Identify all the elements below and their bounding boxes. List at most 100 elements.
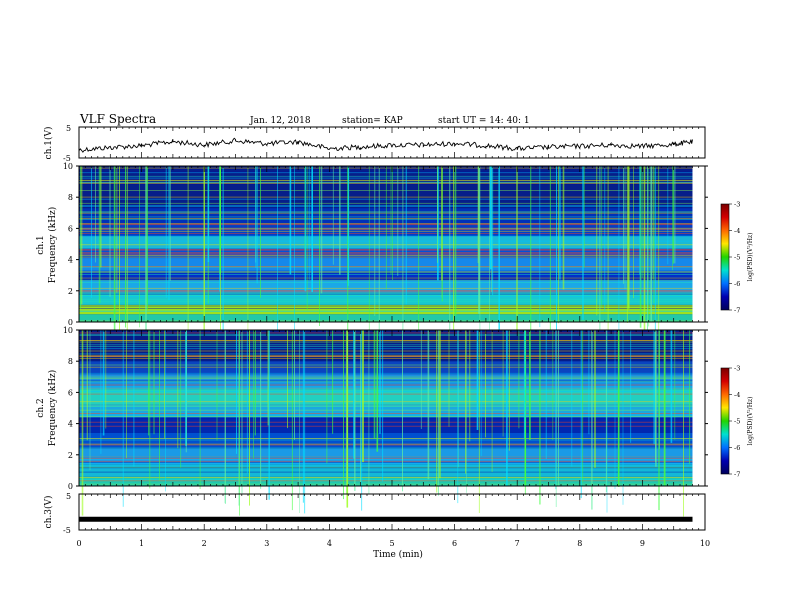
spectrogram-striation <box>79 458 693 460</box>
spectrogram-striation <box>79 457 693 459</box>
spectrogram-streak <box>562 166 565 290</box>
spectrogram-striation <box>79 219 693 220</box>
spectrogram-striation <box>79 278 693 280</box>
spectrogram-streak <box>368 166 370 334</box>
spectrogram-striation <box>79 202 693 204</box>
spectrogram-streak <box>556 166 557 342</box>
ch3-voltage-ytick-top: 5 <box>66 492 71 501</box>
spectrogram-streak <box>253 330 254 459</box>
spectrogram-striation <box>79 333 693 335</box>
spectrogram-streak <box>222 166 224 333</box>
spectrogram-streak <box>326 330 328 464</box>
spectrogram-striation <box>79 300 693 302</box>
spectrogram-streak <box>332 166 334 265</box>
spectrogram-striation <box>79 308 693 309</box>
spectrogram-streak <box>291 330 293 511</box>
spectrogram-streak <box>490 166 492 270</box>
frequency-tick-label: 2 <box>68 451 73 460</box>
spectrogram-striation <box>79 358 693 359</box>
spectrogram-band <box>79 223 693 237</box>
spectrogram-streak <box>558 166 559 324</box>
spectrogram-streak <box>571 330 573 467</box>
spectrogram-streak <box>623 166 624 284</box>
colorbar-tick-label: -7 <box>734 471 740 479</box>
spectrogram-streak <box>320 166 323 294</box>
spectrogram-streak <box>453 166 455 346</box>
spectrogram-streak <box>670 330 673 443</box>
spectrogram-striation <box>79 378 693 379</box>
spectrogram-striation <box>79 279 693 281</box>
spectrogram-streak <box>100 166 102 268</box>
spectrogram-streak <box>674 330 676 440</box>
spectrogram-streak <box>239 330 240 516</box>
spectrogram-striation <box>79 421 693 423</box>
frequency-tick-label: 10 <box>63 326 73 335</box>
spectrogram-streak <box>594 330 596 468</box>
spectrogram-striation <box>79 335 693 336</box>
spectrogram-striation <box>79 218 693 219</box>
spectrogram-streak <box>224 330 226 504</box>
spectrogram-streak <box>219 166 221 274</box>
spectrogram-streak <box>294 166 295 334</box>
figure-start-time: start UT = 14: 40: 1 <box>438 116 530 126</box>
spectrogram-striation <box>79 277 693 279</box>
spectrogram-streak <box>485 330 486 438</box>
frequency-tick-label: 2 <box>68 287 73 296</box>
spectrogram-streak <box>654 166 656 345</box>
spectrogram-streak <box>614 330 616 489</box>
spectrogram-streak <box>502 330 504 437</box>
spectrogram-streak <box>147 166 148 310</box>
spectrogram-streak <box>555 330 557 507</box>
spectrogram-striation <box>79 171 693 173</box>
spectrogram-striation <box>79 295 693 296</box>
spectrogram-streak <box>119 166 120 346</box>
spectrogram-striation <box>79 311 693 312</box>
frequency-tick-label: 6 <box>68 388 73 397</box>
colorbar-tick-label: -6 <box>734 444 740 452</box>
spectrogram-striation <box>79 205 693 206</box>
time-tick-labels: 0 1 2 3 4 5 6 7 8 9 10 <box>76 539 710 548</box>
colorbar-tick-label: -7 <box>734 307 740 315</box>
spectrogram-streak <box>289 166 292 275</box>
ch1-spectrogram-ylabel: Frequency (kHz) <box>47 207 58 284</box>
spectrogram-streak <box>373 330 376 439</box>
spectrogram-streak <box>552 330 554 441</box>
spectrogram-streak <box>596 166 598 316</box>
spectrogram-streak <box>448 330 450 427</box>
spectrogram-streak <box>441 166 443 281</box>
time-tick-label: 3 <box>264 539 269 548</box>
spectrogram-streak <box>126 330 127 459</box>
spectrogram-striation <box>79 350 693 352</box>
ch1-colorbar: -3 -4 -5 -6 -7 log(PSD)(V²/Hz) <box>720 201 754 315</box>
spectrogram-streak <box>294 330 295 440</box>
spectrogram-streak <box>249 330 250 506</box>
spectrogram-streak <box>641 166 643 278</box>
spectrogram-streak <box>606 330 608 513</box>
spectrogram-streak <box>148 330 150 436</box>
ch1-voltage-ytick-top: 5 <box>66 124 71 133</box>
spectrogram-striation <box>79 460 693 462</box>
spectrogram-streak <box>187 166 189 343</box>
spectrogram-band <box>79 270 693 280</box>
spectrogram-streak <box>618 166 620 353</box>
spectrogram-streak <box>145 166 147 345</box>
ch2-spectrogram-ylabel-top: ch.2 <box>36 398 46 417</box>
spectrogram-striation <box>79 255 693 256</box>
spectrogram-striation <box>79 253 693 255</box>
spectrogram-striation <box>79 353 693 355</box>
spectrogram-striation <box>79 181 693 183</box>
spectrogram-streak <box>86 330 88 441</box>
spectrogram-streak <box>392 166 393 280</box>
spectrogram-streak <box>601 166 603 307</box>
spectrogram-streak <box>516 166 518 351</box>
spectrogram-striation <box>79 249 693 250</box>
spectrogram-striation <box>79 310 693 312</box>
spectrogram-streak <box>454 166 457 316</box>
spectrogram-striation <box>79 229 693 230</box>
spectrogram-striation <box>79 266 693 267</box>
spectrogram-streak <box>658 166 660 333</box>
spectrogram-streak <box>98 166 101 304</box>
spectrogram-streak <box>588 330 590 435</box>
figure-date: Jan. 12, 2018 <box>249 116 311 126</box>
